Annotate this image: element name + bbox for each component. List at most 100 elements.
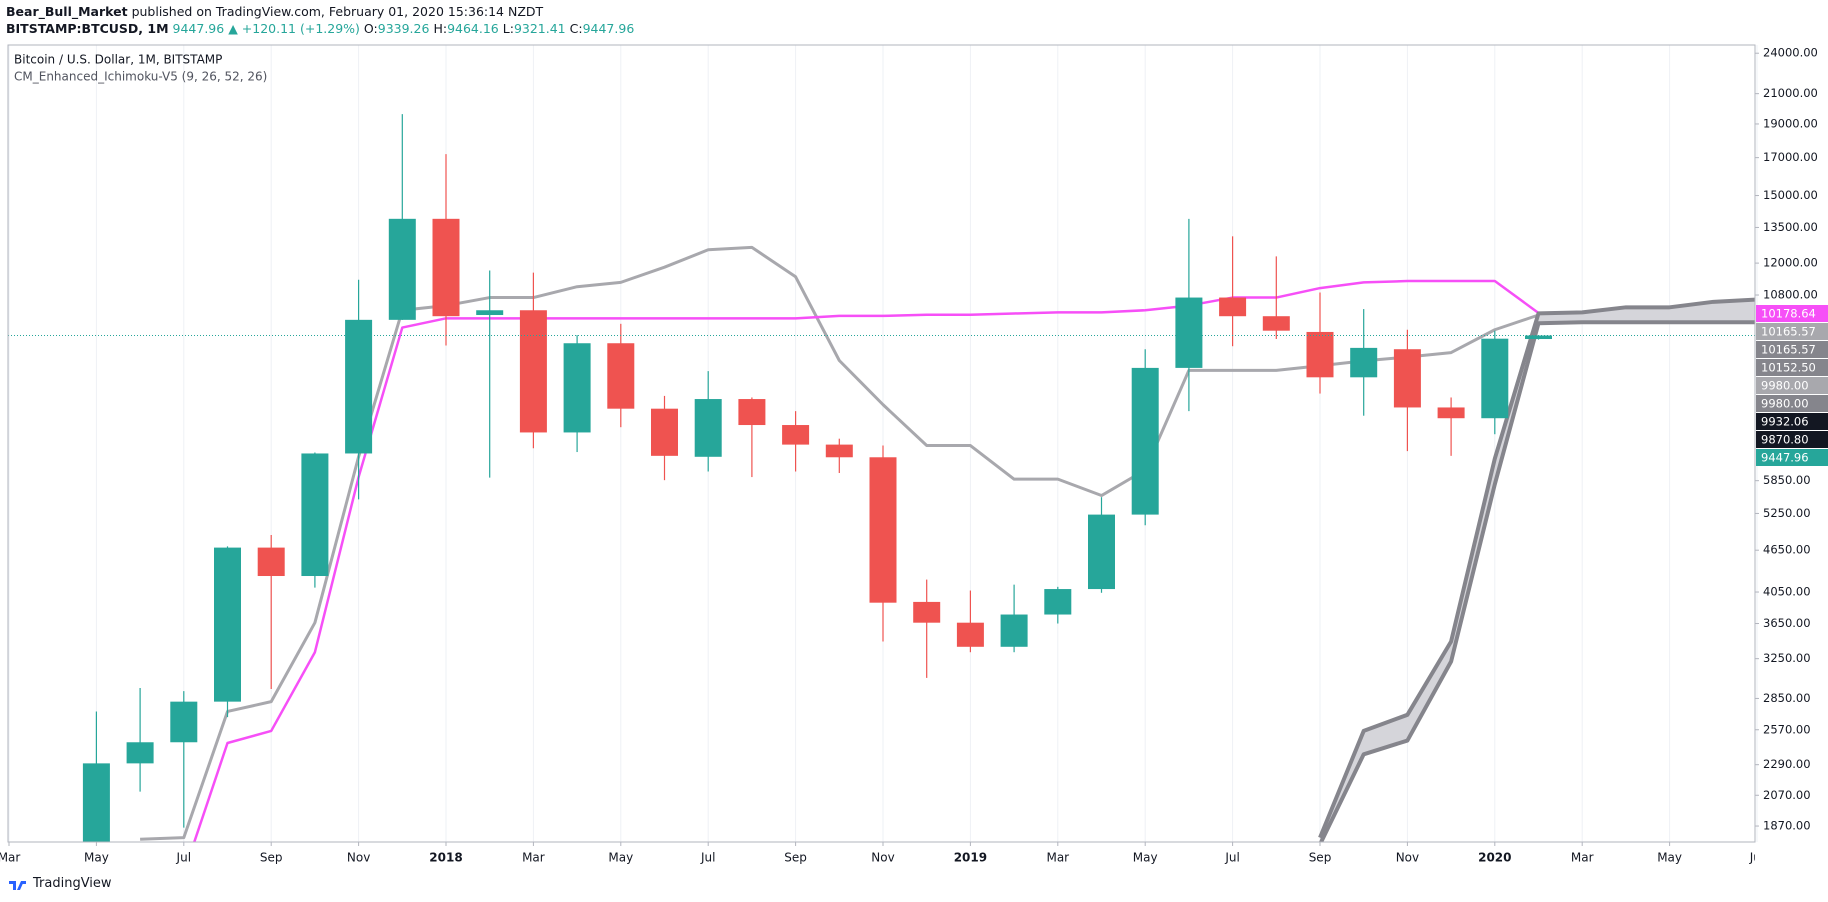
price-tag-bg (1756, 449, 1828, 466)
x-axis: Mar May Jul Sep Nov 2018 Mar May Jul Sep Nov 2019 Ma… (0, 842, 1764, 865)
x-tick-label: Jul (1749, 851, 1764, 865)
chart-subtitle: CM_Enhanced_Ichimoku-V5 (9, 26, 52, 26) (14, 70, 267, 84)
y-tick-label: 5250.00 (1763, 506, 1811, 520)
candle-body (1350, 347, 1378, 378)
price-tag: 9932.06 (1761, 415, 1809, 429)
candle-body (869, 457, 897, 603)
candle-body (345, 319, 373, 454)
change: ▲ +120.11 (+1.29%) (228, 21, 360, 36)
indicator-line (192, 279, 1540, 842)
candle-body (388, 218, 416, 320)
y-tick-label: 4050.00 (1763, 585, 1811, 599)
price-tag-bg (1756, 431, 1828, 448)
symbol-line: BITSTAMP:BTCUSD, 1M 9447.96 ▲ +120.11 (+… (6, 20, 634, 37)
price-tag: 10152.50 (1761, 361, 1816, 375)
x-tick-label: Nov (347, 851, 370, 865)
y-tick-label: 2070.00 (1763, 788, 1811, 802)
ohlc-key: L: (502, 21, 514, 36)
candle-body (694, 399, 722, 457)
candle-body (1088, 514, 1115, 590)
price-tag: 10178.64 (1761, 307, 1816, 321)
x-tick-label: Jul (700, 851, 715, 865)
y-tick-label: 12000.00 (1763, 256, 1818, 270)
y-tick-label: 1870.00 (1763, 819, 1811, 833)
x-tick-label: May (608, 851, 633, 865)
candle-body (563, 343, 591, 433)
ohlc-value: 9321.41 (513, 21, 566, 36)
symbol: BITSTAMP:BTCUSD, 1M (6, 21, 169, 36)
x-tick-label: Jul (1224, 851, 1239, 865)
y-tick-label: 4650.00 (1763, 543, 1811, 557)
x-tick-label: Sep (260, 851, 283, 865)
indicator-line (1318, 297, 1755, 839)
y-tick-label: 2570.00 (1763, 722, 1811, 736)
price-tag-bg (1756, 413, 1828, 430)
x-tick-label: Sep (784, 851, 807, 865)
candle-body (913, 601, 941, 623)
logo (9, 880, 26, 890)
ohlc-key: H: (433, 21, 448, 36)
y-tick-label: 13500.00 (1763, 220, 1818, 234)
ohlc-key: C: (569, 21, 583, 36)
indicator-line (140, 245, 1539, 841)
header: Bear_Bull_Market published on TradingVie… (6, 3, 634, 37)
candle-body (301, 453, 329, 577)
author: Bear_Bull_Market (6, 4, 128, 19)
published: published on TradingView.com, February 0… (131, 4, 544, 19)
y-axis: 24000.00 21000.00 19000.00 17000.00 15000.00… (1755, 46, 1828, 833)
x-tick-label: Mar (1571, 851, 1594, 865)
price-tag-bg (1756, 323, 1828, 340)
y-tick-label: 17000.00 (1763, 150, 1818, 164)
price-tag-bg (1756, 377, 1828, 394)
chart-title: Bitcoin / U.S. Dollar, 1M, BITSTAMP (14, 53, 222, 67)
candle-body (1393, 349, 1421, 408)
x-tick-label: May (1133, 851, 1158, 865)
candle-body (519, 310, 547, 433)
footer: TradingView (8, 876, 112, 891)
ohlc-key: O: (363, 21, 378, 36)
x-tick-label: Jul (176, 851, 191, 865)
y-tick-label: 19000.00 (1763, 116, 1818, 130)
candle-body (1437, 407, 1465, 419)
y-tick-label: 2850.00 (1763, 691, 1811, 705)
x-tick-label: Mar (1046, 851, 1069, 865)
candle-body (1131, 367, 1159, 515)
y-tick-label: 5850.00 (1763, 473, 1811, 487)
y-tick-label: 2290.00 (1763, 757, 1811, 771)
brand: TradingView (33, 876, 112, 891)
x-tick-label: May (84, 851, 109, 865)
x-tick-label: Mar (0, 851, 20, 865)
candle-body (126, 742, 154, 764)
indicator-line (1318, 320, 1755, 842)
chart: Mar May Jul Sep Nov 2018 Mar May Jul Sep Nov 2019 Ma… (0, 44, 1828, 865)
x-tick-label: 2018 (429, 851, 462, 865)
x-tick-label: 2019 (954, 851, 987, 865)
candle-body (738, 399, 766, 426)
plot-border (7, 44, 1756, 843)
candle-body (82, 763, 110, 842)
price-tag: 10165.57 (1761, 343, 1816, 357)
x-tick-label: Nov (1396, 851, 1419, 865)
candle-body (1525, 335, 1552, 340)
x-tick-label: Mar (522, 851, 545, 865)
plot-area (8, 114, 1755, 842)
ohlc: O:9339.26 H:9464.16 L:9321.41 C:9447.96 (364, 21, 634, 36)
price-tag-bg (1756, 341, 1828, 358)
price-tag: 9870.80 (1761, 433, 1809, 447)
candle-body (825, 444, 853, 458)
price-tag: 9980.00 (1761, 397, 1809, 411)
price-tag-bg (1756, 395, 1828, 412)
candle-body (956, 622, 984, 647)
x-tick-label: Nov (871, 851, 894, 865)
candle-body (1262, 316, 1290, 331)
price: 9447.96 (172, 21, 225, 36)
candle-body (651, 408, 678, 456)
x-tick-label: May (1657, 851, 1682, 865)
ohlc-value: 9339.26 (377, 21, 430, 36)
y-tick-label: 3250.00 (1763, 651, 1811, 665)
ohlc-value: 9447.96 (582, 21, 635, 36)
candle-body (1219, 297, 1247, 317)
y-tick-label: 21000.00 (1763, 86, 1818, 100)
price-tag: 9980.00 (1761, 379, 1809, 393)
candle-body (1000, 614, 1028, 647)
